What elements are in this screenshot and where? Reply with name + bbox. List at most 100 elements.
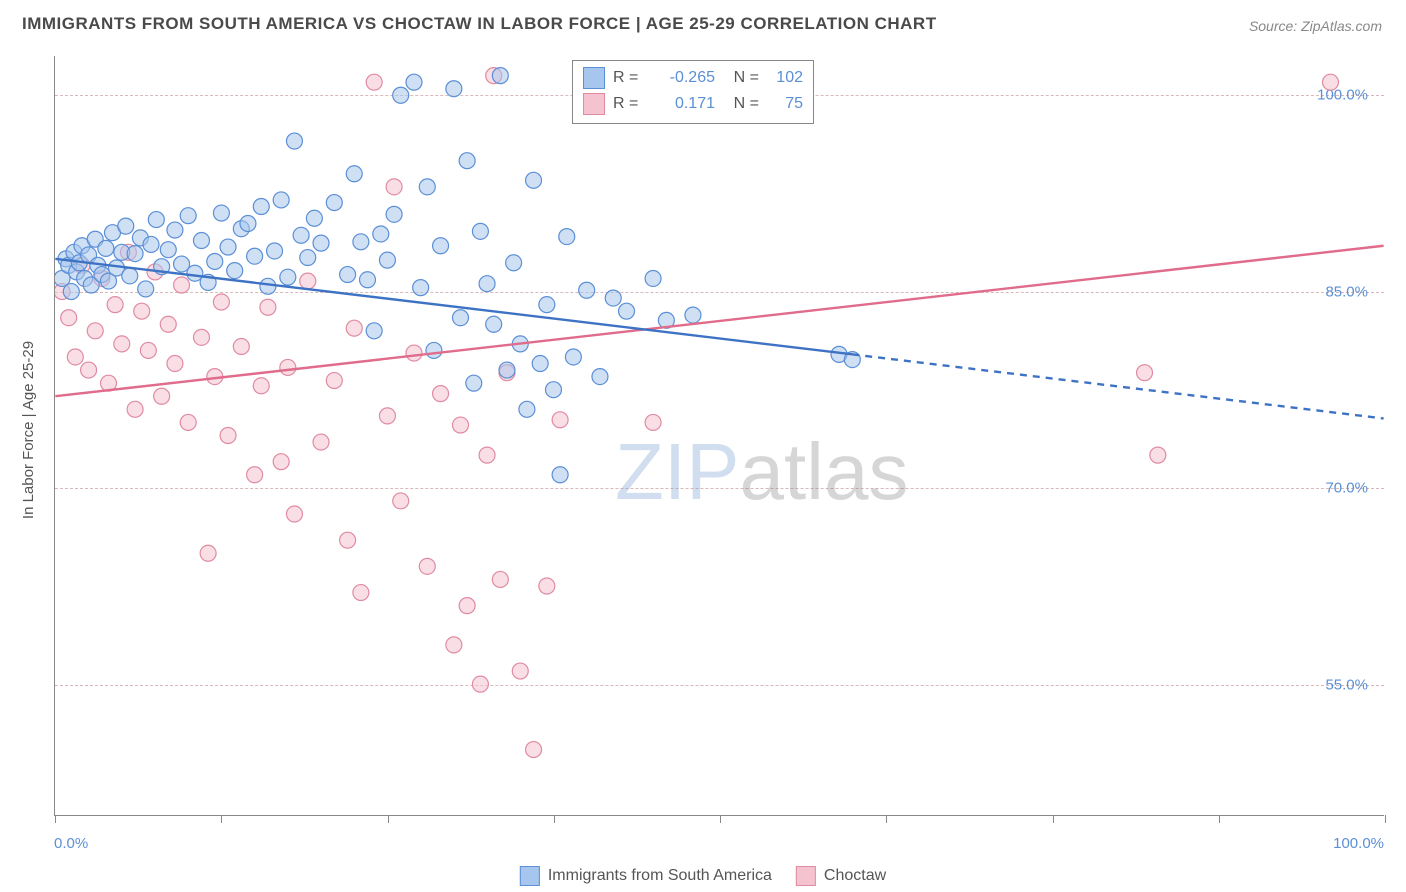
data-point xyxy=(220,428,236,444)
data-point xyxy=(220,239,236,255)
data-point xyxy=(227,263,243,279)
data-point xyxy=(233,339,249,355)
value-N-a: 102 xyxy=(767,65,803,91)
data-point xyxy=(486,316,502,332)
data-point xyxy=(127,401,143,417)
x-tick-label-min: 0.0% xyxy=(54,835,88,852)
y-tick-label: 85.0% xyxy=(1325,283,1368,300)
data-point xyxy=(143,236,159,252)
data-point xyxy=(122,268,138,284)
correlation-stat-box: R = -0.265 N = 102 R = 0.171 N = 75 xyxy=(572,60,814,124)
data-point xyxy=(94,270,110,286)
data-point xyxy=(55,270,70,286)
source-credit: Source: ZipAtlas.com xyxy=(1249,18,1382,34)
data-point xyxy=(61,257,77,273)
data-point xyxy=(340,267,356,283)
data-point xyxy=(87,323,103,339)
data-point xyxy=(313,235,329,251)
data-point xyxy=(69,264,85,280)
data-point xyxy=(506,255,522,271)
data-point xyxy=(74,257,90,273)
data-point xyxy=(340,532,356,548)
data-point xyxy=(366,323,382,339)
data-point xyxy=(253,378,269,394)
data-point xyxy=(472,223,488,239)
x-tick-mark xyxy=(55,815,56,823)
data-point xyxy=(552,412,568,428)
data-point xyxy=(499,365,515,381)
data-point xyxy=(87,231,103,247)
data-point xyxy=(486,68,502,84)
x-tick-mark xyxy=(1219,815,1220,823)
data-point xyxy=(240,216,256,232)
data-point xyxy=(373,226,389,242)
data-point xyxy=(539,297,555,313)
data-point xyxy=(426,342,442,358)
data-point xyxy=(645,414,661,430)
data-point xyxy=(120,244,136,260)
label-R: R = xyxy=(613,65,647,91)
x-tick-mark xyxy=(388,815,389,823)
data-point xyxy=(645,270,661,286)
data-point xyxy=(459,153,475,169)
data-point xyxy=(326,195,342,211)
stat-row-series-b: R = 0.171 N = 75 xyxy=(583,91,803,117)
data-point xyxy=(134,303,150,319)
data-point xyxy=(247,467,263,483)
data-point xyxy=(433,238,449,254)
data-point xyxy=(413,280,429,296)
data-point xyxy=(280,359,296,375)
data-point xyxy=(114,336,130,352)
data-point xyxy=(114,244,130,260)
data-point xyxy=(379,408,395,424)
y-tick-label: 100.0% xyxy=(1317,87,1368,104)
data-point xyxy=(273,454,289,470)
data-point xyxy=(207,369,223,385)
data-point xyxy=(526,742,542,758)
data-point xyxy=(492,571,508,587)
x-tick-label-max: 100.0% xyxy=(1333,835,1384,852)
data-point xyxy=(66,244,82,260)
data-point xyxy=(132,230,148,246)
data-point xyxy=(105,225,121,241)
y-axis-label: In Labor Force | Age 25-29 xyxy=(20,341,37,519)
data-point xyxy=(138,281,154,297)
data-point xyxy=(154,259,170,275)
data-point xyxy=(499,362,515,378)
svg-layer xyxy=(55,56,1384,815)
data-point xyxy=(107,297,123,313)
data-point xyxy=(293,227,309,243)
label-N: N = xyxy=(723,65,759,91)
data-point xyxy=(559,229,575,245)
data-point xyxy=(213,205,229,221)
legend-swatch-a xyxy=(520,866,540,886)
data-point xyxy=(273,192,289,208)
data-point xyxy=(406,345,422,361)
data-point xyxy=(479,276,495,292)
value-R-b: 0.171 xyxy=(655,91,715,117)
data-point xyxy=(1150,447,1166,463)
data-point xyxy=(81,362,97,378)
data-point xyxy=(300,273,316,289)
data-point xyxy=(831,346,847,362)
data-point xyxy=(466,375,482,391)
x-tick-mark xyxy=(1385,815,1386,823)
data-point xyxy=(200,545,216,561)
data-point xyxy=(346,320,362,336)
gridline xyxy=(55,292,1384,293)
data-point xyxy=(74,238,90,254)
y-tick-label: 55.0% xyxy=(1325,676,1368,693)
data-point xyxy=(160,242,176,258)
data-point xyxy=(844,352,860,368)
data-point xyxy=(386,179,402,195)
data-point xyxy=(140,342,156,358)
data-point xyxy=(233,221,249,237)
data-point xyxy=(260,299,276,315)
data-point xyxy=(300,250,316,266)
data-point xyxy=(101,273,117,289)
data-point xyxy=(160,316,176,332)
data-point xyxy=(174,277,190,293)
data-point xyxy=(247,248,263,264)
data-point xyxy=(346,166,362,182)
data-point xyxy=(406,74,422,90)
